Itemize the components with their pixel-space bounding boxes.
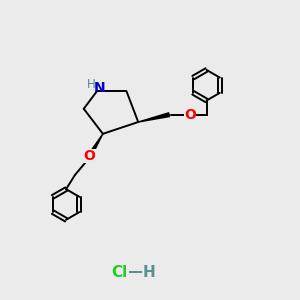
Text: O: O: [184, 108, 196, 122]
Text: H: H: [142, 265, 155, 280]
Polygon shape: [88, 134, 103, 157]
Text: H: H: [87, 78, 96, 91]
Polygon shape: [138, 113, 170, 122]
Text: N: N: [94, 81, 105, 95]
Text: Cl: Cl: [111, 265, 127, 280]
Text: O: O: [84, 149, 96, 163]
